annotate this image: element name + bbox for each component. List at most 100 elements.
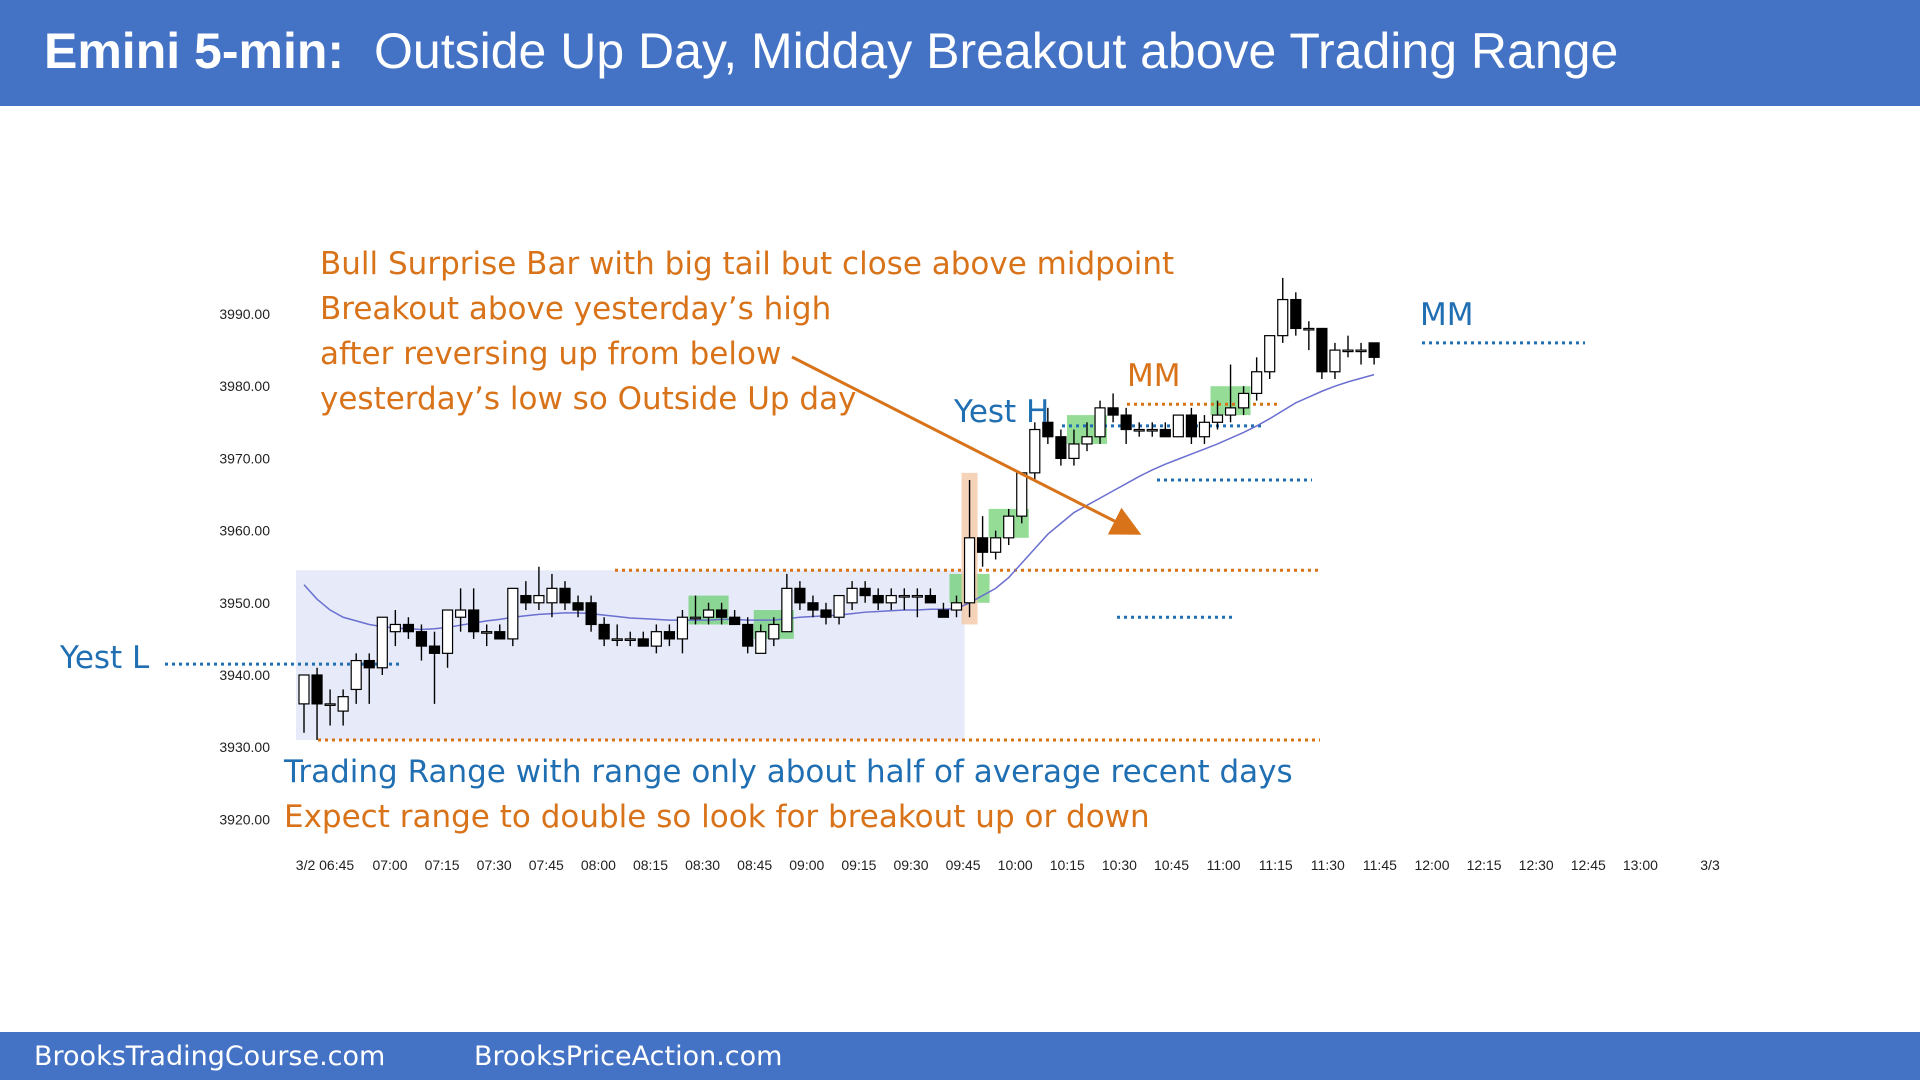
footer-bar: BrooksTradingCourse.com BrooksPriceActio… bbox=[0, 1032, 1920, 1080]
candle-body bbox=[1368, 342, 1380, 358]
y-tick-label: 3930.00 bbox=[219, 739, 270, 755]
candle-body bbox=[755, 631, 767, 654]
candle-body bbox=[937, 609, 950, 618]
candle-body bbox=[1042, 421, 1054, 438]
x-tick-label: 10:30 bbox=[1102, 857, 1137, 873]
candle-body bbox=[1211, 414, 1224, 423]
candle-body bbox=[337, 696, 349, 712]
x-tick-label: 12:15 bbox=[1467, 857, 1502, 873]
candle-body bbox=[311, 674, 323, 705]
y-tick-label: 3980.00 bbox=[219, 378, 270, 394]
candle-body bbox=[1264, 335, 1276, 373]
candle-body bbox=[572, 602, 584, 611]
x-tick-label: 3/2 06:45 bbox=[296, 857, 355, 873]
candle-body bbox=[428, 645, 441, 654]
x-tick-label: 07:30 bbox=[477, 857, 512, 873]
candle-body bbox=[1198, 421, 1211, 438]
candle-body bbox=[1355, 349, 1367, 353]
x-tick-label: 07:45 bbox=[529, 857, 564, 873]
candle-body bbox=[963, 537, 976, 604]
x-tick-label: 09:15 bbox=[841, 857, 876, 873]
x-tick-label: 12:30 bbox=[1519, 857, 1554, 873]
footer-link-trading-course[interactable]: BrooksTradingCourse.com bbox=[34, 1041, 386, 1072]
candle-body bbox=[546, 587, 558, 604]
x-tick-label: 11:45 bbox=[1363, 857, 1397, 873]
candle-body bbox=[729, 616, 741, 626]
candle-body bbox=[781, 587, 793, 633]
candle-body bbox=[494, 631, 506, 640]
candle-body bbox=[1081, 436, 1093, 445]
y-tick-label: 3940.00 bbox=[219, 667, 270, 683]
candle-body bbox=[1133, 428, 1145, 432]
x-tick-label: 13:00 bbox=[1623, 857, 1658, 873]
candle-body bbox=[1068, 443, 1080, 459]
candle-body bbox=[924, 594, 937, 604]
x-tick-label: 08:00 bbox=[581, 857, 616, 873]
x-tick-label: 09:30 bbox=[893, 857, 928, 873]
candle-body bbox=[885, 594, 897, 604]
candle-body bbox=[1342, 349, 1354, 353]
mm-label-1: MM bbox=[1127, 358, 1181, 394]
bull-surprise-annotation: Bull Surprise Bar with big tail but clos… bbox=[320, 242, 1174, 422]
candle-body bbox=[846, 587, 858, 604]
candle-body bbox=[1055, 436, 1067, 459]
candle-body bbox=[702, 609, 715, 618]
yest-l-label: Yest L bbox=[60, 640, 150, 676]
trading-range-line-2: Expect range to double so look for break… bbox=[284, 799, 1150, 835]
bull-surprise-line-3: after reversing up from below bbox=[320, 336, 782, 372]
candle-body bbox=[324, 703, 336, 706]
bull-surprise-line-4: yesterday’s low so Outside Up day bbox=[320, 381, 857, 417]
surprise-arrow bbox=[791, 355, 1142, 535]
candle-body bbox=[1277, 298, 1289, 337]
candle-body bbox=[833, 594, 845, 618]
candle-body bbox=[663, 631, 676, 640]
candle-body bbox=[455, 609, 467, 618]
candle-body bbox=[1003, 515, 1015, 539]
bull-surprise-line-1: Bull Surprise Bar with big tail but clos… bbox=[320, 246, 1175, 282]
x-tick-label: 10:00 bbox=[998, 857, 1033, 873]
candle-body bbox=[389, 623, 401, 633]
candle-body bbox=[676, 616, 689, 640]
candle-body bbox=[1094, 407, 1106, 438]
footer-link-price-action[interactable]: BrooksPriceAction.com bbox=[474, 1041, 783, 1072]
candle-body bbox=[1316, 327, 1328, 373]
title-text: Outside Up Day, Midday Breakout above Tr… bbox=[374, 23, 1619, 79]
x-tick-label: 07:00 bbox=[372, 857, 407, 873]
candle-body bbox=[898, 594, 910, 598]
candle-body bbox=[990, 537, 1002, 553]
candle-body bbox=[415, 631, 428, 647]
candle-body bbox=[859, 587, 871, 597]
y-tick-label: 3920.00 bbox=[219, 811, 270, 827]
candle-body bbox=[1329, 349, 1341, 373]
y-tick-label: 3960.00 bbox=[219, 523, 270, 539]
trading-range-annotation: Trading Range with range only about half… bbox=[284, 750, 1293, 840]
y-tick-label: 3950.00 bbox=[219, 595, 270, 611]
candle-body bbox=[1185, 414, 1198, 438]
candle-body bbox=[402, 623, 414, 633]
candle-body bbox=[533, 594, 545, 604]
candle-body bbox=[637, 638, 649, 647]
x-tick-label: 3/3 bbox=[1700, 857, 1720, 873]
candle-body bbox=[1159, 428, 1171, 438]
yest-h-label: Yest H bbox=[954, 394, 1050, 430]
x-tick-label: 10:15 bbox=[1050, 857, 1085, 873]
title-prefix: Emini 5-min: bbox=[44, 23, 345, 79]
x-tick-label: 08:15 bbox=[633, 857, 668, 873]
x-tick-label: 11:30 bbox=[1311, 857, 1345, 873]
candle-body bbox=[481, 631, 493, 634]
x-tick-label: 11:15 bbox=[1259, 857, 1293, 873]
candle-body bbox=[976, 537, 989, 553]
x-tick-label: 09:45 bbox=[946, 857, 981, 873]
trading-range-line-1: Trading Range with range only about half… bbox=[284, 754, 1293, 790]
candle-body bbox=[950, 602, 963, 611]
page-title: Emini 5-min: Outside Up Day, Midday Break… bbox=[44, 22, 1618, 80]
candle-body bbox=[507, 587, 519, 640]
x-tick-label: 08:30 bbox=[685, 857, 720, 873]
candle-body bbox=[350, 659, 362, 691]
candle-body bbox=[376, 616, 388, 669]
candle-body bbox=[1303, 327, 1315, 331]
x-tick-label: 11:00 bbox=[1207, 857, 1241, 873]
candle-body bbox=[650, 631, 662, 647]
candle-body bbox=[298, 674, 310, 705]
